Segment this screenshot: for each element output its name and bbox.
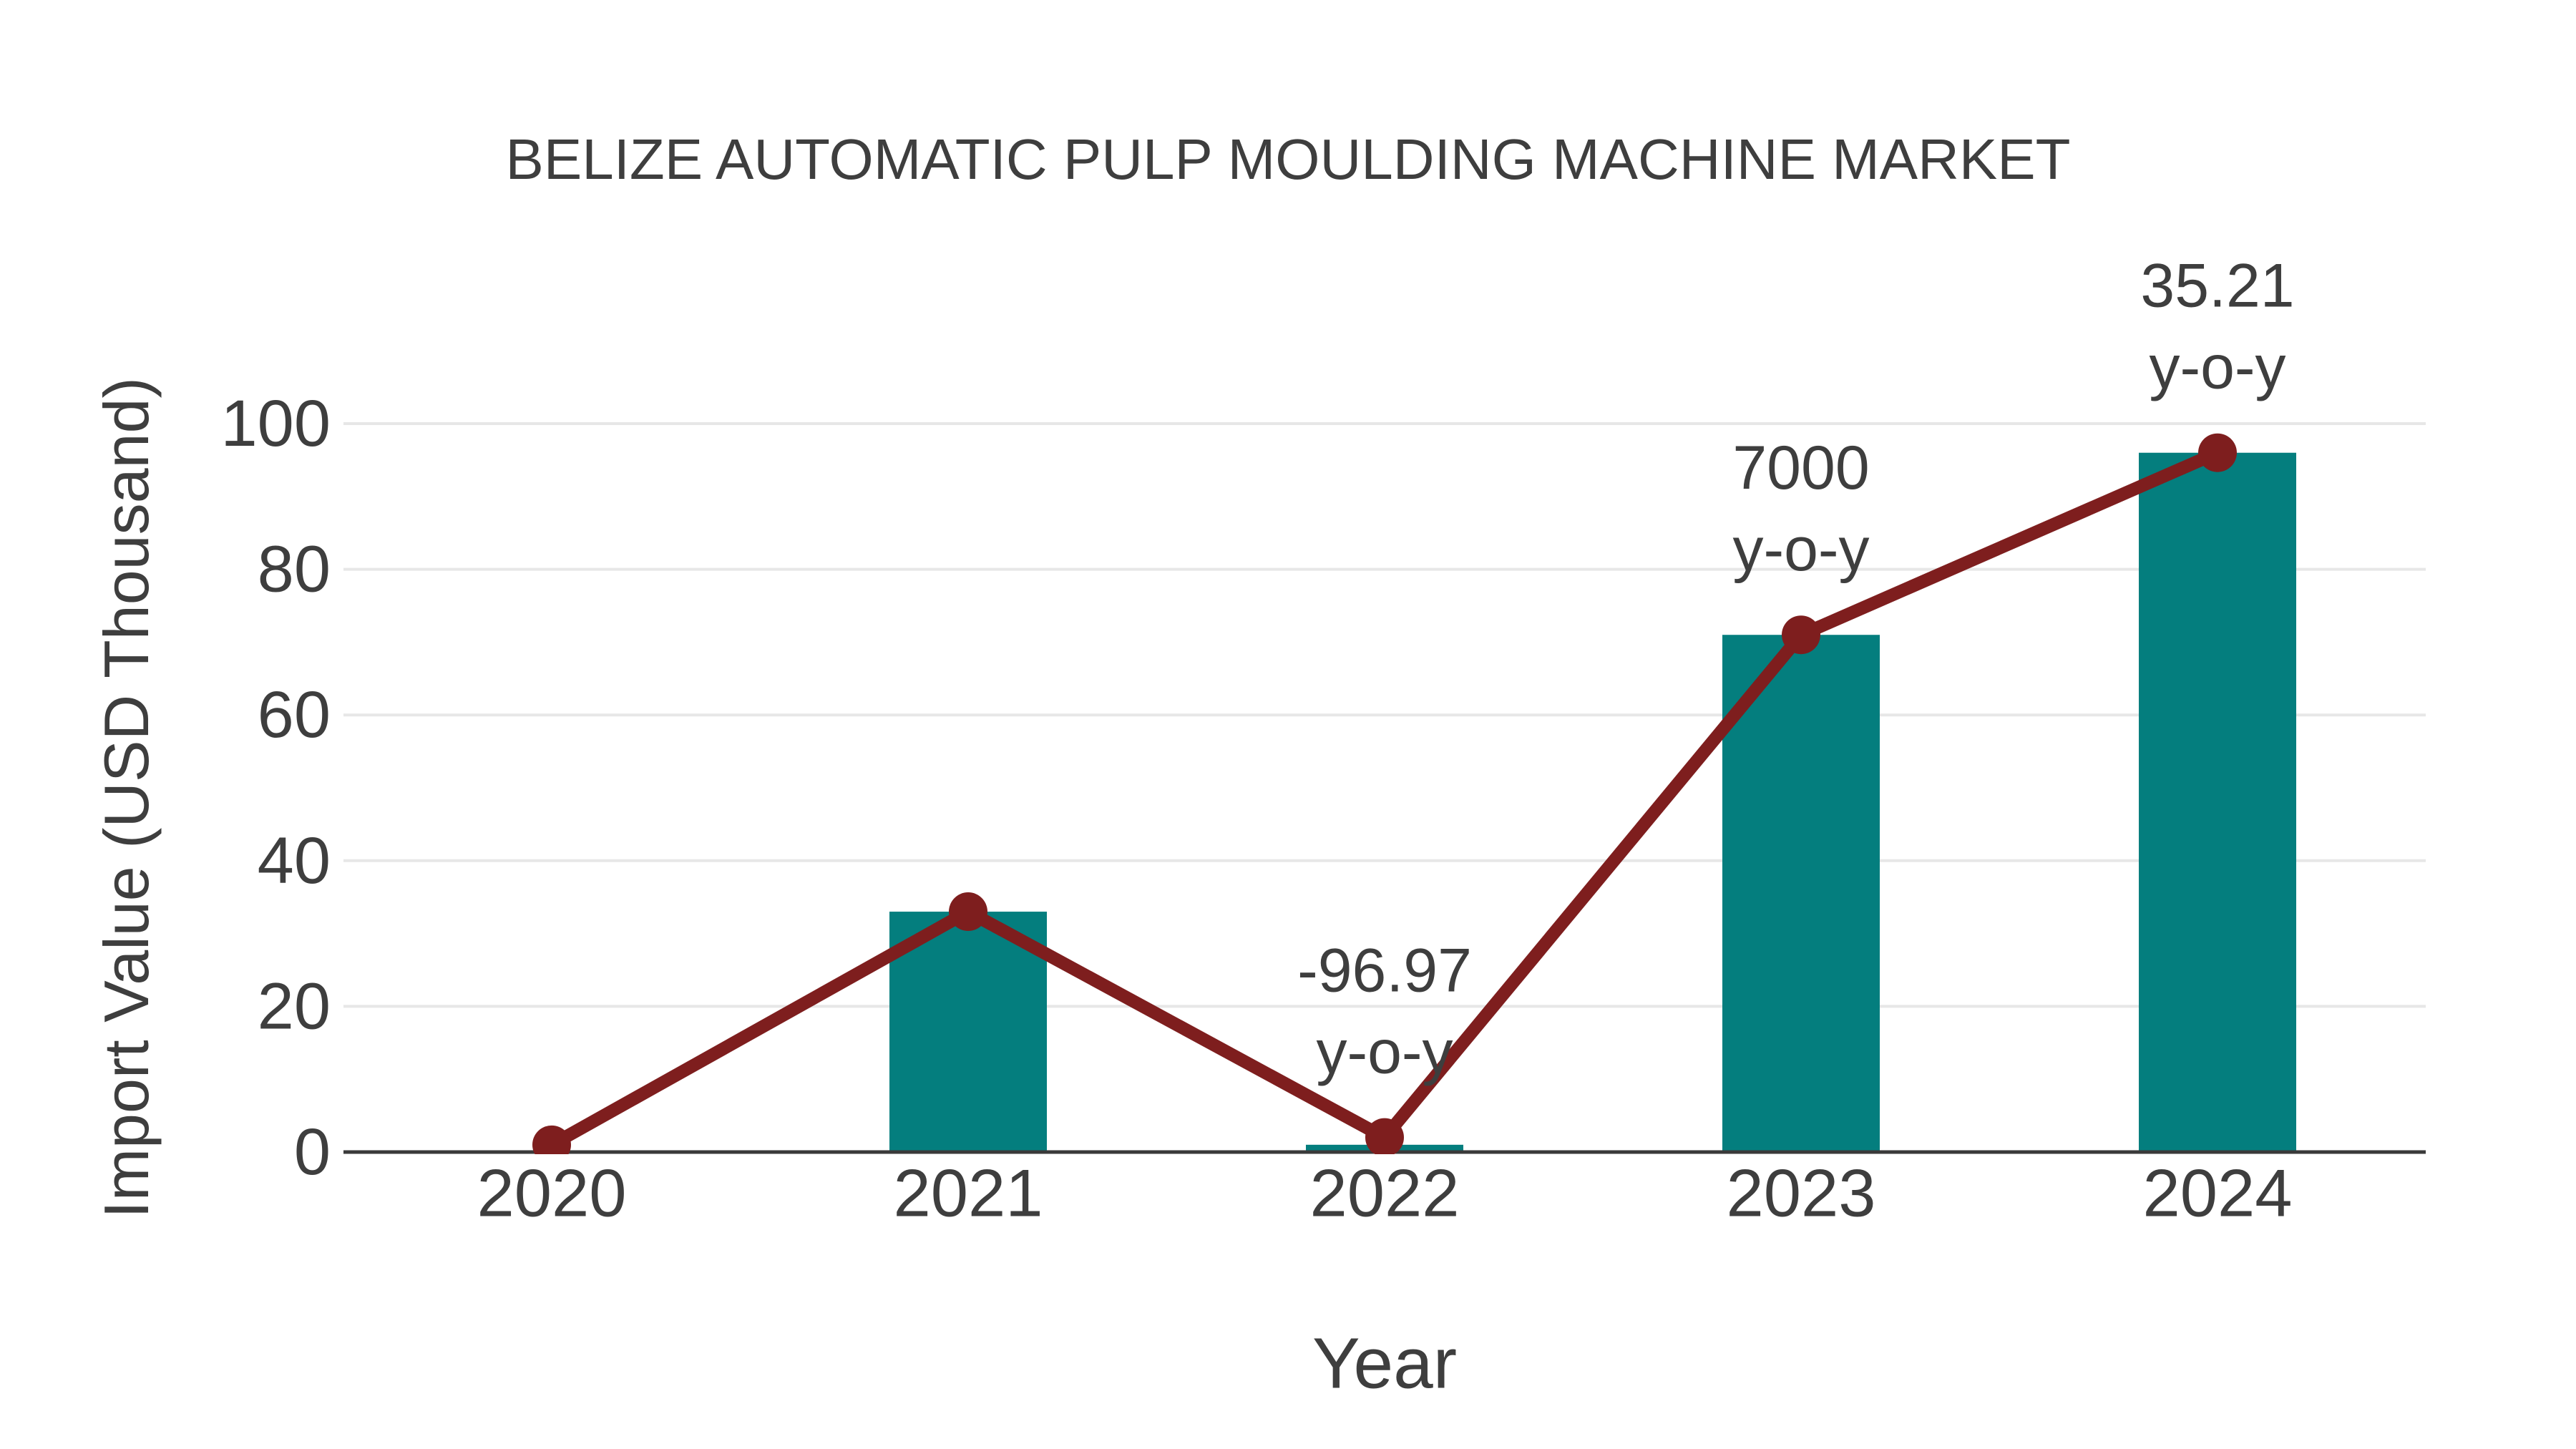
annotation-value-2023: 7000 — [1732, 434, 1869, 502]
line-marker-2022 — [1365, 1118, 1404, 1154]
line-marker-2021 — [949, 892, 987, 932]
line-marker-2020 — [532, 1125, 571, 1154]
annotations: -96.97 y-o-y 7000 y-o-y 35.21 y-o-y — [1297, 252, 2295, 1087]
bar-2023 — [1722, 635, 1880, 1152]
y-tick-label-0: 0 — [294, 1116, 331, 1189]
x-tick-labels: 2020 2021 2022 2023 2024 — [477, 1156, 2292, 1231]
gridlines — [343, 422, 2426, 1008]
bar-2024 — [2139, 452, 2296, 1152]
line-marker-2024 — [2198, 433, 2237, 472]
x-tick-label-2020: 2020 — [477, 1156, 626, 1231]
x-tick-label-2022: 2022 — [1309, 1156, 1459, 1231]
y-tick-label-60: 60 — [258, 678, 331, 751]
chart-title: BELIZE AUTOMATIC PULP MOULDING MACHINE M… — [505, 127, 2071, 191]
y-tick-label-40: 40 — [258, 824, 331, 897]
y-tick-label-80: 80 — [258, 533, 331, 606]
y-tick-labels: 0 20 40 60 80 100 — [221, 387, 331, 1189]
bar-series — [889, 452, 2296, 1152]
annotation-value-2024: 35.21 — [2140, 252, 2294, 321]
line-series — [532, 433, 2237, 1154]
annotation-unit-2024: y-o-y — [2149, 333, 2285, 402]
x-tick-label-2021: 2021 — [893, 1156, 1043, 1231]
y-tick-label-20: 20 — [258, 970, 331, 1043]
x-tick-label-2024: 2024 — [2142, 1156, 2292, 1231]
x-tick-label-2023: 2023 — [1726, 1156, 1875, 1231]
bar-2021 — [889, 912, 1047, 1152]
annotation-unit-2023: y-o-y — [1732, 515, 1869, 584]
line-marker-2023 — [1782, 615, 1820, 655]
y-tick-label-100: 100 — [221, 387, 331, 460]
annotation-value-2022: -96.97 — [1297, 937, 1472, 1005]
annotation-unit-2022: y-o-y — [1316, 1018, 1453, 1087]
x-axis-title: Year — [1312, 1323, 1458, 1404]
